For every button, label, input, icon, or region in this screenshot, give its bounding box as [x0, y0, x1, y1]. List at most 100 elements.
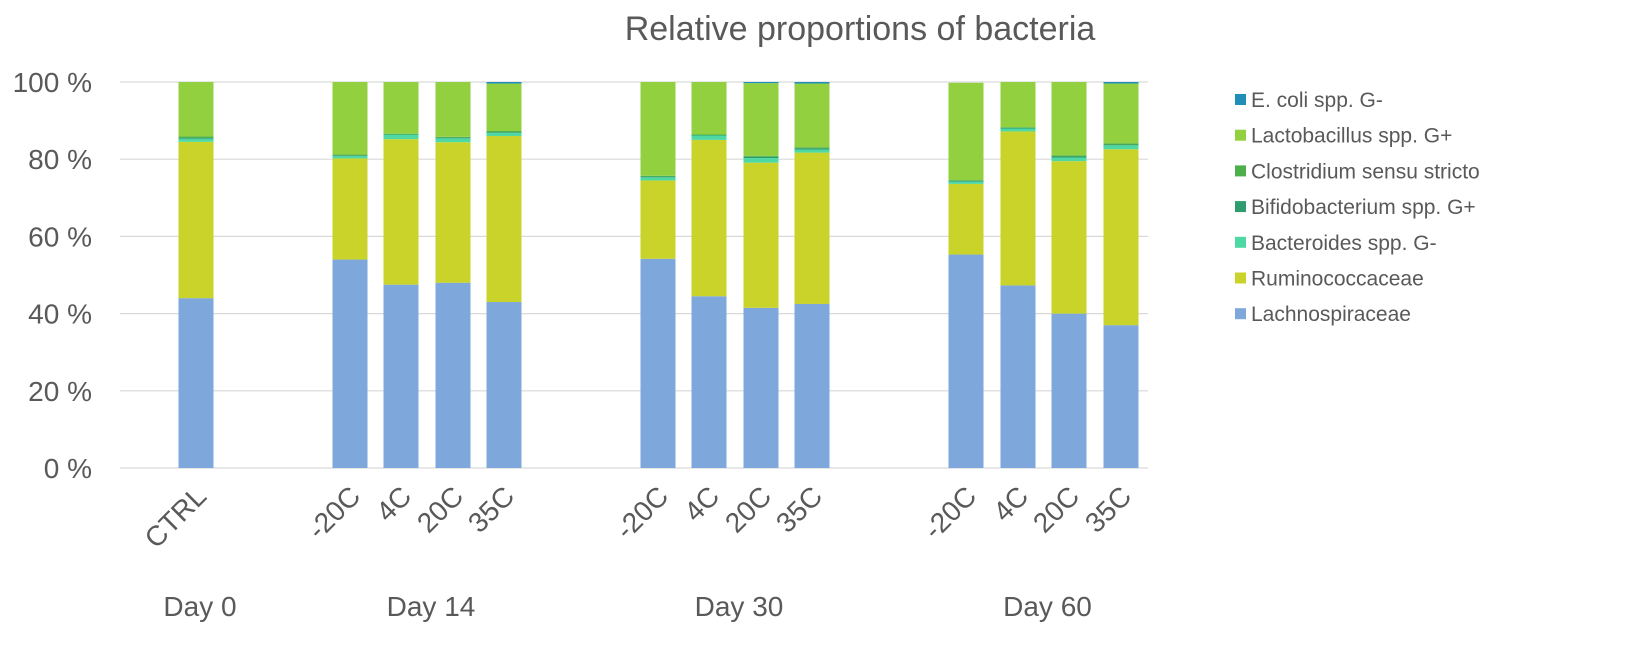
bar-segment [332, 158, 368, 260]
x-axis-group-labels: Day 0 Day 14 Day 30 Day 60 [163, 591, 1091, 622]
bars [178, 82, 1139, 468]
bar-segment [1000, 131, 1036, 286]
bar-segment [178, 298, 214, 468]
bar-segment [435, 138, 471, 143]
bar-segment [743, 155, 779, 157]
x-category-label: 4C [678, 480, 725, 527]
bar-segment [1051, 82, 1087, 156]
bar-segment [691, 139, 727, 297]
x-category-label: -20C [301, 480, 366, 545]
bar-segment [794, 82, 830, 84]
x-group-label: Day 30 [695, 591, 784, 622]
legend-swatch [1235, 308, 1246, 320]
bar-segment [743, 156, 779, 159]
x-category-label: 20C [1027, 480, 1085, 538]
legend: E. coli spp. G- Lactobacillus spp. G+ Clos… [1235, 89, 1480, 326]
x-group-label: Day 0 [163, 591, 236, 622]
x-category-label: 35C [462, 480, 520, 538]
y-tick-label: 60 % [28, 221, 92, 252]
bar-segment [948, 254, 984, 468]
x-category-label: -20C [917, 480, 982, 545]
bar-segment [794, 83, 830, 148]
bar-segment [691, 135, 727, 140]
bar-segment [640, 177, 676, 181]
x-category-label: 4C [987, 480, 1034, 527]
bar-segment [640, 258, 676, 468]
bar-segment [1051, 313, 1087, 468]
bar-segment [1103, 144, 1139, 146]
bar-segment [1000, 82, 1036, 128]
bar-segment [640, 82, 676, 176]
bar-segment [1000, 285, 1036, 468]
bar-segment [435, 136, 471, 138]
bar-segment [794, 152, 830, 304]
bar-segment [486, 132, 522, 133]
bar-segment [743, 82, 779, 84]
legend-label: Lachnospiraceae [1251, 303, 1411, 326]
gridlines [120, 81, 1148, 469]
y-tick-label: 100 % [13, 67, 92, 98]
bar-segment [691, 134, 727, 136]
x-group-label: Day 60 [1003, 591, 1092, 622]
bar-segment [486, 302, 522, 468]
y-tick-label: 0 % [44, 453, 92, 484]
legend-swatch [1235, 272, 1246, 284]
bar-segment [1000, 127, 1036, 129]
bar-segment [178, 82, 214, 137]
bar-segment [1000, 128, 1036, 132]
bar-segment [435, 142, 471, 283]
bar-segment [691, 296, 727, 468]
bar-segment [1103, 149, 1139, 326]
legend-swatch [1235, 129, 1246, 141]
x-category-label: 20C [719, 480, 777, 538]
bar-segment [1103, 83, 1139, 144]
bar-segment [743, 158, 779, 163]
bar-segment [743, 307, 779, 468]
bar-segment [1051, 161, 1087, 314]
x-group-label: Day 14 [387, 591, 476, 622]
x-category-label: 35C [770, 480, 828, 538]
x-category-label: -20C [609, 480, 674, 545]
bar-segment [332, 156, 368, 159]
bar-segment [383, 139, 419, 285]
bar-segment [1103, 145, 1139, 150]
bar-segment [743, 83, 779, 156]
bar-segment [794, 149, 830, 153]
bar-segment [332, 155, 368, 157]
bar-segment [640, 180, 676, 259]
bar-segment [948, 183, 984, 255]
bar-segment [383, 134, 419, 135]
bar-segment [640, 175, 676, 177]
x-category-label: 20C [411, 480, 469, 538]
legend-swatch [1235, 201, 1246, 213]
bar-segment [948, 180, 984, 182]
bar-segment [1051, 155, 1087, 157]
legend-label: E. coli spp. G- [1251, 89, 1383, 112]
bar-segment [435, 282, 471, 468]
y-tick-label: 40 % [28, 299, 92, 330]
legend-label: Clostridium sensu stricto [1251, 160, 1480, 183]
bar-segment [178, 141, 214, 299]
bar-segment [1051, 156, 1087, 158]
bar-segment [435, 137, 471, 139]
y-tick-label: 80 % [28, 144, 92, 175]
bar-segment [486, 82, 522, 84]
bar-segment [178, 137, 214, 139]
legend-label: Ruminococcaceae [1251, 268, 1424, 291]
bar-segment [383, 133, 419, 135]
bar-segment [486, 131, 522, 133]
legend-label: Bifidobacterium spp. G+ [1251, 196, 1476, 219]
bar-segment [178, 136, 214, 138]
bar-segment [691, 82, 727, 135]
bar-segment [743, 162, 779, 308]
bar-segment [1103, 82, 1139, 84]
legend-swatch [1235, 236, 1246, 248]
legend-swatch [1235, 165, 1246, 177]
bar-segment [435, 82, 471, 137]
x-category-label: CTRL [139, 480, 213, 554]
bar-segment [332, 154, 368, 156]
bar-segment [948, 180, 984, 181]
bar-segment [948, 82, 984, 181]
